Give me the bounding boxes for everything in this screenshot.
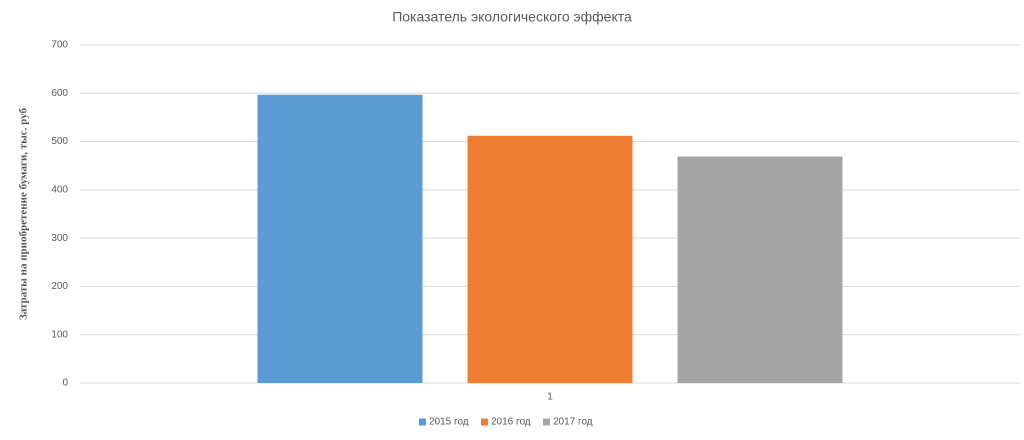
legend-label: 2016 год [491, 417, 531, 428]
y-tick-label: 300 [51, 233, 68, 244]
y-tick-label: 700 [51, 40, 68, 51]
y-tick-label: 200 [51, 281, 68, 292]
bar [677, 156, 843, 383]
bar [257, 94, 423, 383]
bar [467, 135, 633, 383]
y-axis-label: Затраты на приобретение бумаги, тыс. руб [18, 108, 30, 320]
chart-title: Показатель экологического эффекта [392, 9, 632, 25]
y-tick-label: 0 [62, 378, 68, 389]
y-tick-label: 100 [51, 329, 68, 340]
legend-swatch [481, 418, 488, 426]
legend-swatch [419, 418, 426, 426]
y-tick-label: 600 [51, 88, 68, 99]
legend-label: 2015 год [429, 417, 469, 428]
y-tick-label: 500 [51, 136, 68, 147]
legend-swatch [543, 418, 550, 426]
x-tick-label: 1 [547, 392, 553, 403]
legend-label: 2017 год [553, 417, 593, 428]
y-tick-label: 400 [51, 184, 68, 195]
